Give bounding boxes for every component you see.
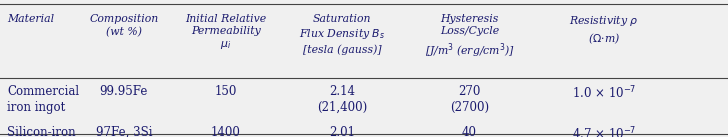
Text: 270
(2700): 270 (2700) xyxy=(450,85,489,114)
Text: Saturation
Flux Density $B_s$
[tesla (gauss)]: Saturation Flux Density $B_s$ [tesla (ga… xyxy=(299,14,385,55)
Text: Silicon-iron
(oriented): Silicon-iron (oriented) xyxy=(7,126,76,137)
Text: 2.01
(20,100): 2.01 (20,100) xyxy=(317,126,368,137)
Text: 40
(400): 40 (400) xyxy=(454,126,486,137)
Text: Resistivity $\rho$
($\Omega$$\cdot$m): Resistivity $\rho$ ($\Omega$$\cdot$m) xyxy=(569,14,639,46)
Text: 2.14
(21,400): 2.14 (21,400) xyxy=(317,85,368,114)
Text: 97Fe, 3Si: 97Fe, 3Si xyxy=(95,126,152,137)
Text: Material: Material xyxy=(7,14,55,24)
Text: Commercial
iron ingot: Commercial iron ingot xyxy=(7,85,79,114)
Text: Initial Relative
Permeability
$\mu_i$: Initial Relative Permeability $\mu_i$ xyxy=(185,14,266,51)
Text: 150: 150 xyxy=(215,85,237,98)
Text: 1.0 × 10$^{-7}$: 1.0 × 10$^{-7}$ xyxy=(572,85,636,102)
Text: 99.95Fe: 99.95Fe xyxy=(100,85,148,98)
Text: 4.7 × 10$^{-7}$: 4.7 × 10$^{-7}$ xyxy=(572,126,636,137)
Text: Hysteresis
Loss/Cycle
[J/m$^3$ (erg/cm$^3$)]: Hysteresis Loss/Cycle [J/m$^3$ (erg/cm$^… xyxy=(424,14,515,60)
Text: Composition
(wt %): Composition (wt %) xyxy=(89,14,159,37)
Text: 1400: 1400 xyxy=(210,126,241,137)
